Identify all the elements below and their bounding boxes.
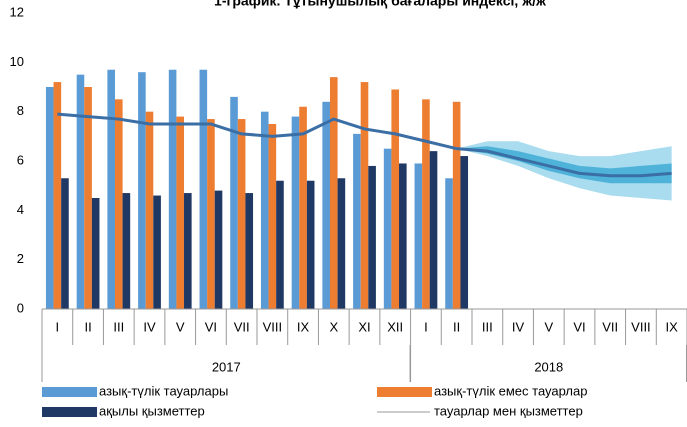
bar xyxy=(53,82,62,309)
bar xyxy=(168,69,177,309)
x-tick-label: VIII xyxy=(631,319,651,334)
y-tick-label: 8 xyxy=(17,103,24,118)
x-tick-label: VI xyxy=(573,319,585,334)
y-tick-label: 4 xyxy=(17,202,24,217)
line xyxy=(57,112,672,178)
bar xyxy=(337,178,346,309)
bar xyxy=(329,77,338,309)
bar xyxy=(230,96,238,309)
legend-swatch xyxy=(42,407,97,417)
bar xyxy=(176,116,185,309)
x-tick-label: XII xyxy=(387,319,403,334)
y-tick-label: 6 xyxy=(17,152,24,167)
legend-label: тауарлар мен қызметтер xyxy=(434,403,583,418)
legend-label: азық-түлік тауарлары xyxy=(99,383,228,398)
x-tick-label: IX xyxy=(297,319,310,334)
bar xyxy=(145,111,154,310)
bar xyxy=(138,72,146,309)
bar xyxy=(422,99,430,309)
bar xyxy=(214,190,223,309)
x-tick-label: I xyxy=(424,319,428,334)
bar xyxy=(383,148,392,309)
bar xyxy=(114,99,123,309)
x-tick-label: III xyxy=(113,319,124,334)
x-tick-label: V xyxy=(176,319,185,334)
bar xyxy=(91,198,100,309)
x-tick-label: II xyxy=(84,319,91,334)
bar xyxy=(368,165,376,309)
x-tick-label: VI xyxy=(205,319,217,334)
legend-swatch xyxy=(377,387,432,397)
bar xyxy=(452,101,461,309)
bar xyxy=(184,193,192,309)
bar xyxy=(76,74,85,310)
bar xyxy=(399,163,407,309)
x-tick-label: III xyxy=(482,319,493,334)
x-tick-label: I xyxy=(56,319,60,334)
x-tick-label: IV xyxy=(512,319,525,334)
bar xyxy=(237,119,246,309)
bar xyxy=(360,82,369,309)
bar xyxy=(199,69,208,309)
group-label: 2018 xyxy=(534,359,563,374)
x-tick-label: X xyxy=(329,319,338,334)
bar xyxy=(414,163,423,309)
y-tick-label: 10 xyxy=(10,54,24,69)
bar xyxy=(107,69,115,309)
bar xyxy=(306,180,315,309)
legend-label: ақылы қызметтер xyxy=(99,403,205,418)
bar xyxy=(260,111,269,310)
bar xyxy=(445,178,453,309)
group-label: 2017 xyxy=(212,359,241,374)
legend-swatch xyxy=(42,387,97,397)
bar xyxy=(429,151,438,309)
bar xyxy=(291,116,300,309)
x-tick-label: II xyxy=(453,319,460,334)
bar xyxy=(245,193,254,309)
x-tick-label: XI xyxy=(358,319,370,334)
x-tick-label: V xyxy=(544,319,553,334)
bar xyxy=(268,124,277,309)
x-tick-label: VII xyxy=(602,319,618,334)
bar xyxy=(207,119,215,309)
bar xyxy=(61,178,69,309)
bar xyxy=(322,101,330,309)
bar xyxy=(460,156,469,309)
bar xyxy=(276,180,284,309)
y-tick-label: 12 xyxy=(10,4,24,19)
x-tick-label: VII xyxy=(234,319,250,334)
bar xyxy=(122,193,131,309)
bar xyxy=(45,87,54,309)
bar xyxy=(391,89,400,309)
bar xyxy=(299,106,307,309)
x-tick-label: IX xyxy=(665,319,678,334)
x-tick-label: VIII xyxy=(263,319,283,334)
chart-title: 1-график. Тұтынушылық бағалары индексі, … xyxy=(214,0,547,9)
y-tick-label: 0 xyxy=(17,300,24,315)
y-tick-label: 2 xyxy=(17,251,24,266)
x-tick-label: IV xyxy=(143,319,156,334)
legend-label: азық-түлік емес тауарлар xyxy=(434,383,587,398)
bar xyxy=(353,133,361,309)
bar xyxy=(84,87,92,309)
bar xyxy=(153,195,161,309)
